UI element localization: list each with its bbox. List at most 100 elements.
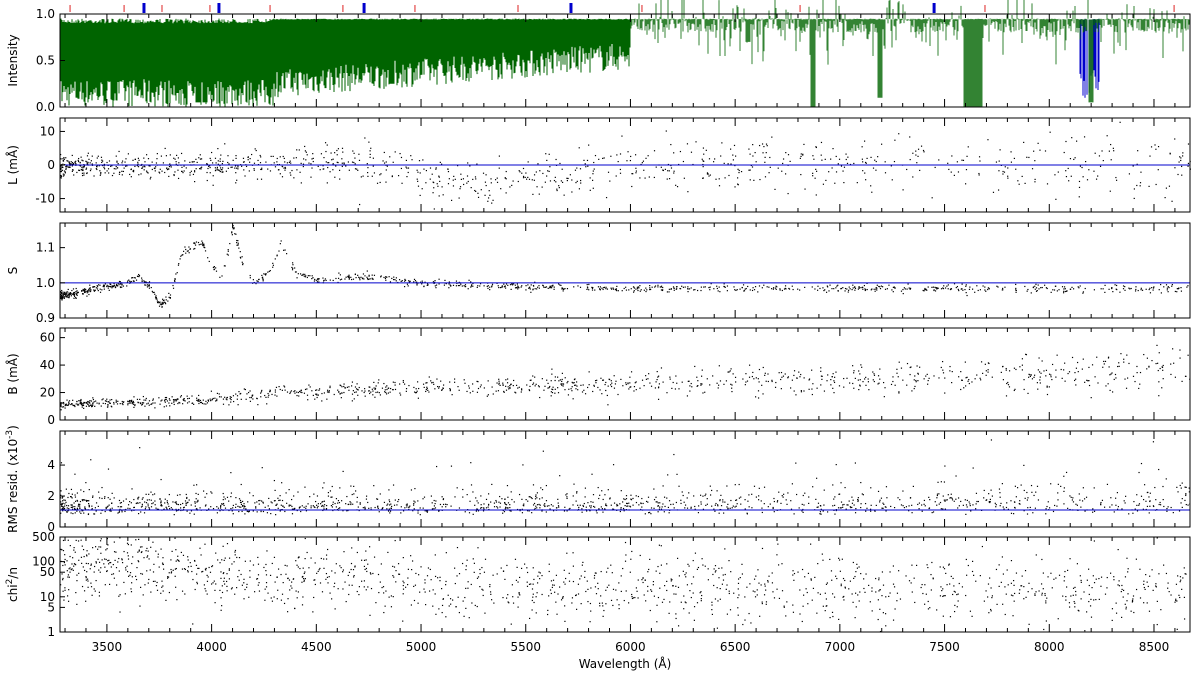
data-point [834,182,836,184]
data-point [151,290,153,292]
data-point [145,502,148,504]
data-point [68,296,70,299]
data-point [1114,373,1117,376]
data-point [278,385,280,388]
data-point [486,395,488,397]
data-point [274,391,277,393]
data-point [405,159,407,162]
data-point [466,390,468,393]
data-point [146,286,149,288]
data-point [86,161,88,163]
data-point [326,144,328,146]
data-point [1115,179,1118,181]
data-point [356,383,358,385]
data-point [630,288,632,290]
data-point [854,289,856,291]
data-point [152,399,154,401]
data-point [96,284,98,287]
data-point [557,387,559,389]
data-point [814,177,816,179]
data-point [915,381,917,383]
data-point [791,379,793,381]
data-point [154,296,157,298]
data-point [87,152,89,154]
data-point [487,380,489,382]
data-point [409,280,411,282]
data-point [917,373,919,375]
data-point [276,255,278,257]
data-point [200,401,203,404]
data-point [1179,357,1181,359]
data-point [1064,362,1066,364]
data-point [1150,146,1153,148]
data-point [574,169,577,171]
data-point [403,286,406,288]
data-point [727,371,729,373]
data-point [292,264,294,266]
data-point [274,258,276,260]
data-point [1050,374,1052,376]
data-point [242,263,244,266]
data-point [89,404,91,406]
data-point [89,400,91,402]
data-point [761,384,763,386]
data-point [404,279,407,281]
data-point [491,283,494,285]
data-point [963,387,965,389]
data-point [60,298,63,300]
data-point [707,173,709,175]
data-point [854,287,857,289]
data-point [670,288,672,290]
data-point [95,168,97,170]
data-point [979,289,982,291]
data-point [236,167,238,169]
data-point [594,154,597,157]
data-point [218,396,221,398]
data-point [169,294,172,296]
data-point [269,270,271,272]
data-point [102,160,104,162]
data-point [1082,291,1085,293]
data-point [749,153,751,155]
data-point [708,175,710,177]
data-point [1107,356,1110,358]
data-point [402,381,405,383]
data-point [107,401,109,403]
data-point [177,157,179,159]
data-point [517,387,519,389]
data-point [926,289,928,291]
data-point [496,282,498,284]
data-point [619,168,621,171]
data-point [449,389,451,391]
data-point [427,284,429,286]
data-point [64,171,66,173]
data-point [982,285,984,287]
data-point [985,290,987,292]
data-point [134,404,136,407]
data-point [101,289,103,291]
data-point [834,513,836,515]
data-point [1026,156,1028,158]
data-point [675,288,677,290]
data-point [536,186,538,188]
data-point [496,382,498,384]
data-point [182,403,184,405]
data-point [344,387,346,389]
data-point [748,169,750,171]
data-point [64,407,66,409]
data-point [511,284,514,286]
data-point [268,270,270,273]
data-point [415,388,417,390]
data-point [714,158,716,160]
data-point [1070,175,1072,177]
data-point [193,170,196,172]
data-point [571,381,573,383]
data-point [1111,372,1113,374]
data-point [358,386,360,389]
data-point [775,285,777,287]
data-point [61,296,63,299]
data-point [371,278,373,280]
data-point [662,289,664,291]
data-point [548,170,550,173]
data-point [871,288,873,290]
